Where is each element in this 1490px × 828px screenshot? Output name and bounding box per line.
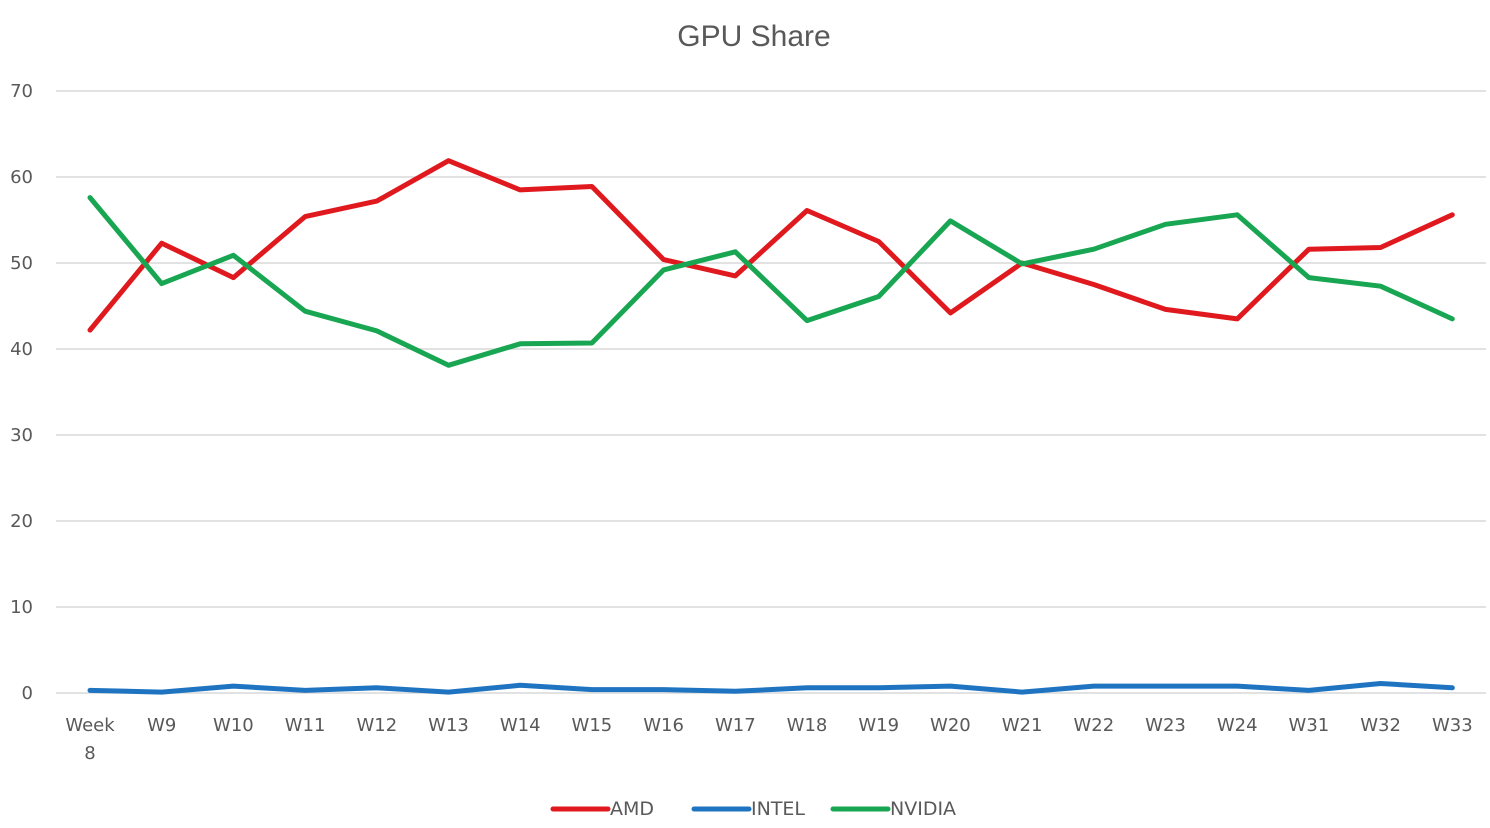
x-tick-label: W33: [1432, 715, 1473, 736]
x-tick-label: W16: [643, 715, 684, 736]
y-tick-label: 20: [10, 511, 33, 532]
y-tick-label: 0: [22, 683, 33, 704]
y-tick-label: 70: [10, 81, 33, 102]
legend-label-intel: INTEL: [751, 798, 805, 820]
x-tick-label: Week 8: [65, 715, 115, 764]
x-tick-label: W24: [1217, 715, 1258, 736]
x-axis-tick-labels: Week 8 W9 W10 W11 W12 W13 W14 W15 W16 W17 W18 W19 W20…: [65, 715, 1472, 764]
x-tick-label: W31: [1289, 715, 1330, 736]
y-tick-label: 10: [10, 597, 33, 618]
x-tick-label: W9: [147, 715, 176, 736]
x-tick-label: W19: [858, 715, 899, 736]
y-axis-tick-labels: 0 10 20 30 40 50 60 70: [10, 81, 33, 704]
y-tick-label: 30: [10, 425, 33, 446]
y-tick-label: 60: [10, 167, 33, 188]
legend-label-amd: AMD: [610, 798, 654, 820]
y-tick-label: 40: [10, 339, 33, 360]
legend-label-nvidia: NVIDIA: [890, 798, 956, 820]
x-tick-label: W32: [1360, 715, 1401, 736]
x-tick-label: W18: [787, 715, 828, 736]
series-lines: [87, 158, 1455, 695]
series-line-amd: [87, 158, 1455, 333]
x-tick-label: W21: [1002, 715, 1043, 736]
x-tick-label: W13: [428, 715, 469, 736]
x-tick-label: W12: [356, 715, 397, 736]
x-tick-label: W14: [500, 715, 541, 736]
x-tick-label: W15: [572, 715, 613, 736]
x-tick-label: W20: [930, 715, 971, 736]
gridlines: [56, 90, 1486, 694]
series-line-intel: [87, 681, 1455, 695]
chart-title: GPU Share: [677, 20, 830, 53]
x-tick-label: W23: [1145, 715, 1186, 736]
x-tick-label: W10: [213, 715, 254, 736]
x-tick-label: W17: [715, 715, 756, 736]
series-line-nvidia: [87, 195, 1455, 368]
x-tick-label: W11: [285, 715, 326, 736]
y-tick-label: 50: [10, 253, 33, 274]
x-tick-label: W22: [1073, 715, 1114, 736]
legend: AMD INTEL NVIDIA: [550, 798, 956, 820]
